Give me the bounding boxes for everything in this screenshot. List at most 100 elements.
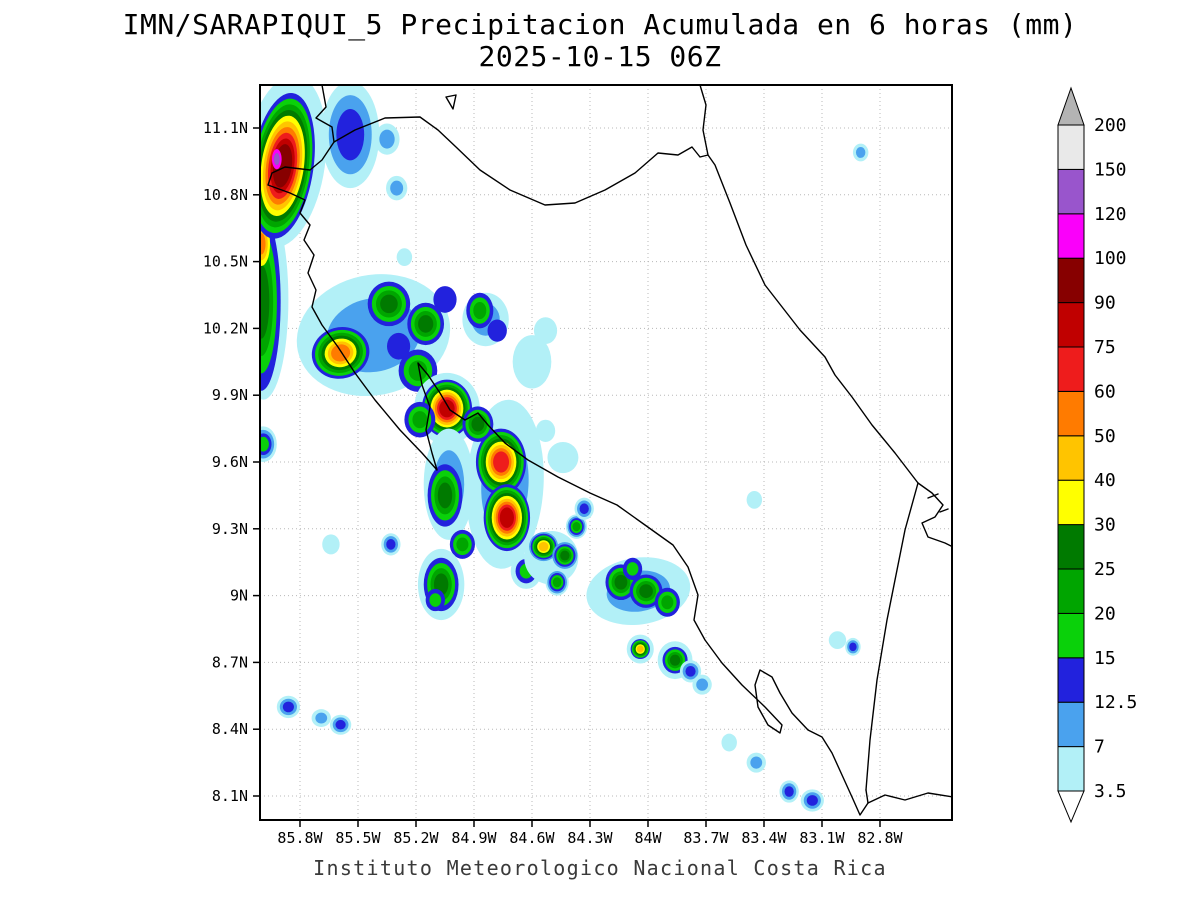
precip-contour xyxy=(669,654,681,666)
colorbar-level-label: 12.5 xyxy=(1094,692,1137,713)
precip-contour xyxy=(418,315,434,333)
colorbar-level-label: 200 xyxy=(1094,115,1127,136)
x-tick-label: 85.8W xyxy=(277,829,323,847)
colorbar-level-label: 30 xyxy=(1094,515,1116,536)
x-tick-label: 82.8W xyxy=(857,829,903,847)
precip-contour xyxy=(412,411,428,429)
precip-contour xyxy=(322,534,340,555)
precip-contour xyxy=(636,645,644,653)
precip-contour xyxy=(386,332,411,360)
x-tick-label: 83.1W xyxy=(799,829,845,847)
colorbar-segment xyxy=(1057,168,1085,215)
colorbar-under-arrow xyxy=(1057,790,1085,824)
precip-contour xyxy=(552,577,562,588)
panama-border-line xyxy=(865,482,919,791)
precip-contour xyxy=(386,539,396,550)
coastline xyxy=(267,85,952,816)
colorbar-level-label: 40 xyxy=(1094,470,1116,491)
precip-contour xyxy=(380,294,398,314)
precip-contour xyxy=(614,574,628,590)
colorbar-segment xyxy=(1057,701,1085,748)
precip-contour xyxy=(473,302,487,320)
precip-contour xyxy=(273,153,280,166)
colorbar-segment xyxy=(1057,479,1085,526)
map-frame xyxy=(259,84,953,821)
y-tick-label: 9.6N xyxy=(212,453,248,471)
longitude-axis: 85.8W 85.5W 85.2W 84.9W 84.6W 84.3W 84W 83.7W 83… xyxy=(277,820,904,847)
y-tick-label: 10.5N xyxy=(203,253,248,271)
precip-contour xyxy=(336,109,365,161)
bocas-islets xyxy=(927,493,949,513)
colorbar-level-label: 7 xyxy=(1094,737,1105,758)
precip-contour xyxy=(390,180,404,196)
precip-contour xyxy=(849,642,857,652)
colorbar-segment xyxy=(1057,657,1085,703)
precip-contour xyxy=(335,719,346,730)
lake-nicaragua-tip xyxy=(445,94,457,110)
y-tick-label: 11.1N xyxy=(203,119,248,137)
precip-contour xyxy=(379,129,395,149)
coastline-north-caribbean xyxy=(315,85,952,548)
colorbar-segment xyxy=(1057,746,1085,792)
colorbar-segment xyxy=(1057,124,1085,170)
precip-contour xyxy=(639,584,653,599)
precip-contour xyxy=(282,701,294,713)
precip-contour xyxy=(626,562,639,576)
x-tick-label: 83.7W xyxy=(683,829,729,847)
y-tick-label: 9.9N xyxy=(212,386,248,404)
precip-contour xyxy=(433,286,457,313)
precip-contour xyxy=(437,482,453,509)
precip-contour xyxy=(661,595,674,610)
precip-contour xyxy=(547,441,579,474)
precip-contour xyxy=(855,147,866,158)
x-tick-label: 85.2W xyxy=(393,829,439,847)
precip-contour xyxy=(784,786,794,797)
precip-contour xyxy=(315,712,328,724)
precip-contour xyxy=(538,541,549,552)
colorbar-segment xyxy=(1057,612,1085,659)
precip-contour xyxy=(260,233,266,255)
colorbar-segment xyxy=(1057,302,1085,348)
precip-contour xyxy=(750,756,763,769)
colorbar-level-label: 120 xyxy=(1094,204,1127,225)
precip-contour xyxy=(696,678,709,691)
grid-lines xyxy=(260,85,952,820)
colorbar-level-label: 25 xyxy=(1094,559,1116,580)
precip-contour xyxy=(685,665,696,677)
colorbar: 3.5 7 12.5 15 20 25 30 40 50 60 75 90 100 120 150 200 xyxy=(1057,86,1137,824)
y-tick-label: 10.2N xyxy=(203,319,248,337)
precip-contour xyxy=(439,399,455,418)
x-tick-label: 83.4W xyxy=(741,829,787,847)
colorbar-level-label: 15 xyxy=(1094,648,1116,669)
y-tick-label: 8.4N xyxy=(212,720,248,738)
coastline-pacific xyxy=(267,141,869,816)
precip-contour xyxy=(535,419,556,442)
y-tick-label: 9.3N xyxy=(212,520,248,538)
coastline-panama-pacific xyxy=(867,792,952,804)
precipitation-cells xyxy=(260,85,869,812)
colorbar-segment xyxy=(1057,568,1085,614)
latitude-axis: 8.1N 8.4N 8.7N 9N 9.3N 9.6N 9.9N 10.2N 10.5N 10.8… xyxy=(203,119,260,805)
colorbar-over-arrow xyxy=(1057,86,1085,126)
x-tick-label: 84.6W xyxy=(509,829,555,847)
y-tick-label: 8.1N xyxy=(212,787,248,805)
colorbar-segment xyxy=(1057,435,1085,481)
colorbar-segment xyxy=(1057,524,1085,570)
precip-contour xyxy=(572,521,581,532)
colorbar-level-label: 3.5 xyxy=(1094,781,1127,802)
precip-contour xyxy=(408,360,428,381)
x-tick-label: 84W xyxy=(634,829,662,847)
colorbar-level-label: 75 xyxy=(1094,337,1116,358)
precip-contour xyxy=(429,593,442,607)
precip-contour xyxy=(471,416,485,432)
colorbar-level-label: 100 xyxy=(1094,248,1127,269)
precip-contour xyxy=(493,451,510,473)
precip-contour xyxy=(499,507,514,528)
colorbar-segment xyxy=(1057,390,1085,437)
precip-contour xyxy=(533,317,558,344)
colorbar-level-label: 50 xyxy=(1094,426,1116,447)
precip-contour xyxy=(806,795,818,806)
precip-contour xyxy=(560,550,570,561)
colorbar-level-label: 60 xyxy=(1094,381,1116,402)
